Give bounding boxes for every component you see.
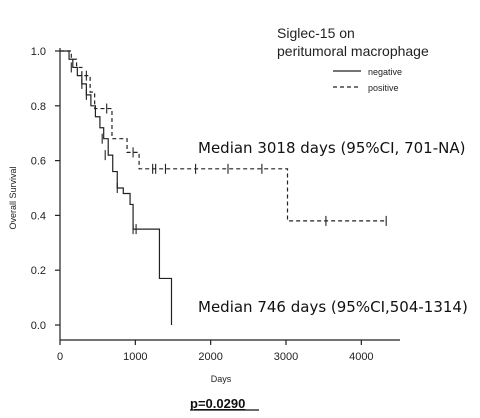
annotation-positive-median: Median 3018 days (95%CI, 701-NA) [198, 139, 465, 157]
y-tick-label: 0.4 [31, 210, 46, 222]
legend-title-line1: Siglec-15 on [277, 25, 355, 41]
y-tick-label: 0.6 [31, 156, 46, 168]
x-tick-label: 4000 [349, 351, 373, 363]
y-tick-label: 1.0 [31, 46, 46, 58]
survival-curves [60, 50, 387, 325]
x-ticks: 0 1000 2000 3000 4000 [57, 340, 374, 363]
x-tick-label: 0 [57, 351, 63, 363]
annotation-negative-median: Median 746 days (95%CI,504-1314) [198, 298, 468, 316]
curve-negative [60, 50, 173, 325]
legend-label-positive: positive [368, 83, 399, 93]
y-ticks: 0.0 0.2 0.4 0.6 0.8 1.0 [31, 46, 60, 332]
legend-label-negative: negative [368, 67, 402, 77]
y-axis-title: Overall Survival [8, 166, 18, 229]
censor-marks [70, 62, 387, 235]
legend-title-line2: peritumoral macrophage [277, 43, 429, 59]
x-tick-label: 3000 [274, 351, 298, 363]
y-tick-label: 0.2 [31, 265, 46, 277]
x-tick-label: 1000 [123, 351, 147, 363]
x-axis-title: Days [211, 374, 232, 384]
p-value: p=0.0290 [190, 396, 245, 411]
x-tick-label: 2000 [198, 351, 222, 363]
legend: Siglec-15 on peritumoral macrophage nega… [277, 25, 429, 93]
y-tick-label: 0.8 [31, 101, 46, 113]
curve-positive [60, 50, 387, 222]
plot-area: 0.0 0.2 0.4 0.6 0.8 1.0 0 1000 2000 3000 4000 [31, 46, 400, 363]
y-tick-label: 0.0 [31, 320, 46, 332]
